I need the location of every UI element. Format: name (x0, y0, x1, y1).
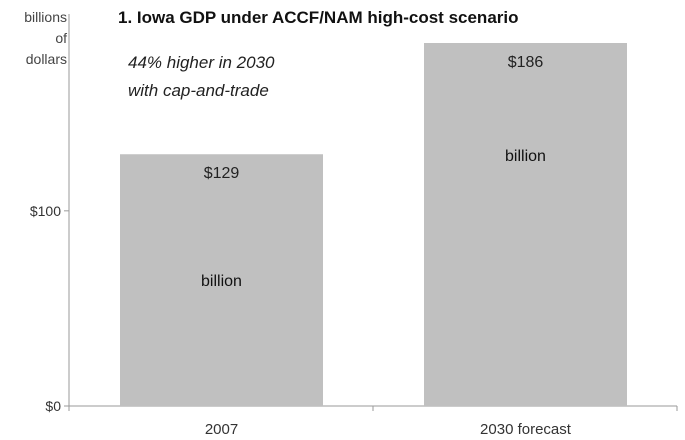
y-axis-label-line-2: of (55, 30, 67, 46)
annotation-line-1: 44% higher in 2030 (128, 53, 275, 72)
unit-label-1: billion (505, 148, 546, 165)
data-label-0: $129 (204, 165, 240, 182)
data-label-1: $186 (508, 54, 544, 71)
y-tick-label-1: $100 (30, 203, 61, 219)
y-axis-label-line-3: dollars (25, 51, 67, 67)
chart-title: 1. Iowa GDP under ACCF/NAM high-cost sce… (118, 8, 519, 27)
y-axis-label-line-1: billions (24, 9, 67, 25)
annotation-line-2: with cap-and-trade (128, 81, 269, 100)
x-tick-label-0: 2007 (205, 421, 238, 438)
bar-0 (120, 154, 323, 406)
bar-1 (424, 43, 627, 406)
unit-label-0: billion (201, 273, 242, 290)
x-tick-label-1: 2030 forecast (480, 421, 572, 438)
y-tick-label-0: $0 (45, 398, 61, 414)
